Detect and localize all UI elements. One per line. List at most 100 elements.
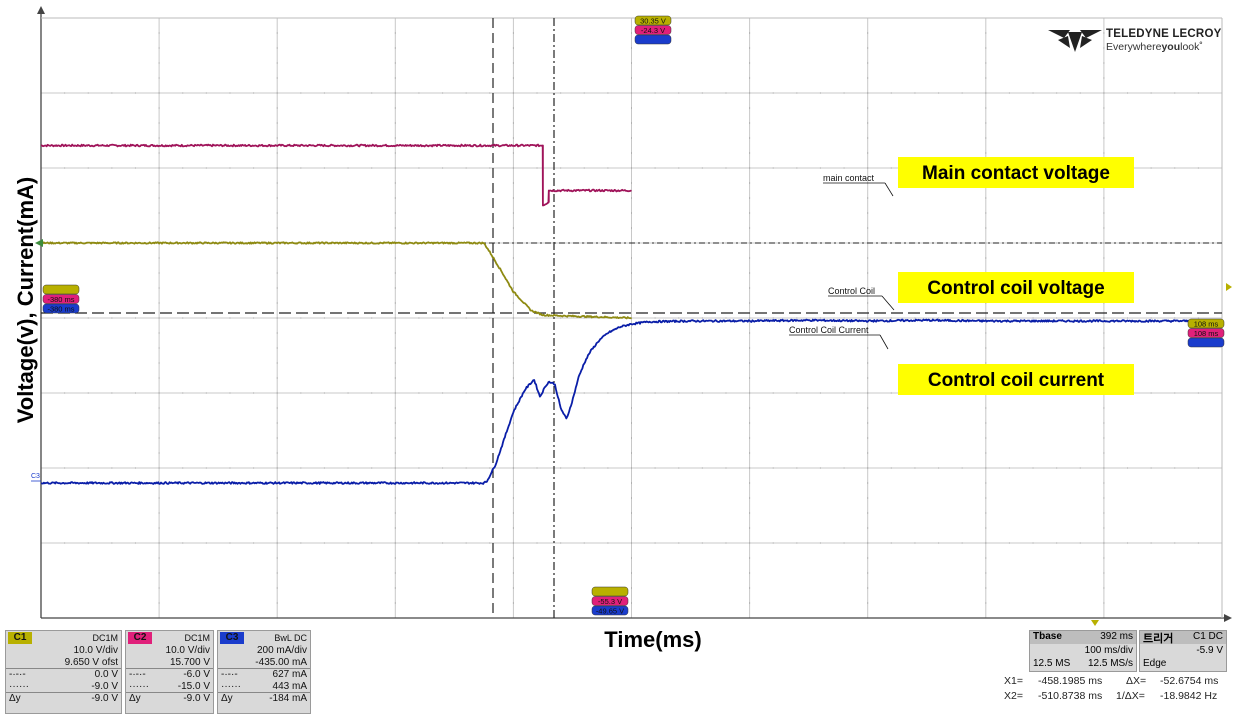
marker-tag: [1187, 328, 1225, 338]
grid-tick: [158, 257, 160, 259]
grid-tick: [158, 47, 160, 49]
grid-tick: [158, 317, 160, 319]
grid-tick: [985, 482, 987, 484]
grid-tick: [300, 392, 302, 394]
grid-tick: [867, 497, 869, 499]
grid-tick: [489, 392, 491, 394]
grid-tick: [1103, 212, 1105, 214]
grid-tick: [276, 32, 278, 34]
grid-tick: [512, 257, 514, 259]
grid-tick: [985, 317, 987, 319]
grid-tick: [87, 392, 89, 394]
grid-tick: [512, 497, 514, 499]
grid-tick: [158, 422, 160, 424]
grid-tick: [867, 437, 869, 439]
grid-tick: [985, 587, 987, 589]
grid-tick: [749, 227, 751, 229]
grid-tick: [985, 257, 987, 259]
grid-tick: [631, 422, 632, 424]
trigger-panel[interactable]: 트리거 C1 DC -5.9 V Edge: [1139, 630, 1227, 672]
cursor-dx-value: -52.6754 ms: [1160, 675, 1219, 687]
grid-tick: [1150, 92, 1152, 94]
grid-tick: [1174, 392, 1176, 394]
grid-tick: [701, 167, 703, 169]
grid-tick: [229, 317, 231, 319]
channel-row: 9.650 V ofst: [6, 657, 121, 669]
grid-tick: [158, 302, 160, 304]
grid-tick: [1103, 407, 1105, 409]
grid-tick: [276, 152, 278, 154]
grid-tick: [583, 317, 585, 319]
grid-tick: [276, 302, 278, 304]
marker-tag: [591, 596, 629, 606]
channel-panel-c3[interactable]: C3 BwL DC 200 mA/div -435.00 mA -·-·- 627 mA ·…: [217, 630, 311, 714]
channel-panel-c1[interactable]: C1 DC1M 10.0 V/div 9.650 V ofst -·-·- 0.0 V ··…: [5, 630, 122, 714]
grid-tick: [465, 467, 467, 469]
grid-tick: [512, 602, 514, 604]
cursor-x2-label: X2=: [1004, 690, 1023, 702]
grid-tick: [371, 317, 373, 319]
grid-tick: [87, 542, 89, 544]
channel-row-key: ······: [129, 680, 149, 692]
grid-tick: [985, 407, 987, 409]
grid-tick: [253, 392, 255, 394]
grid-tick: [276, 587, 278, 589]
x-axis-arrow: [1224, 614, 1232, 622]
grid-tick: [465, 317, 467, 319]
y-axis-label: Voltage(v), Current(mA): [13, 177, 38, 424]
grid-tick: [134, 392, 136, 394]
grid-tick: [158, 557, 160, 559]
grid-tick: [158, 152, 160, 154]
channel-header: C2 DC1M: [126, 631, 213, 645]
grid-tick: [394, 587, 396, 589]
timebase-label: Tbase: [1033, 631, 1062, 642]
grid-tick: [1103, 257, 1105, 259]
annotation-text: Control coil current: [928, 370, 1105, 391]
grid-tick: [1103, 572, 1105, 574]
grid-tick: [654, 317, 656, 319]
grid-tick: [512, 212, 514, 214]
grid-tick: [985, 242, 987, 244]
y-axis-arrow: [37, 6, 45, 14]
grid-tick: [1150, 467, 1152, 469]
grid-tick: [442, 392, 444, 394]
grid-tick: [347, 92, 349, 94]
channel-badge: C3: [220, 632, 244, 644]
grid-tick: [158, 587, 160, 589]
grid-tick: [182, 317, 184, 319]
grid-tick: [1103, 422, 1105, 424]
grid-tick: [394, 527, 396, 529]
channel-row-key: Δy: [9, 693, 21, 704]
grid-tick: [749, 377, 751, 379]
grid-tick: [607, 392, 609, 394]
grid-tick: [1197, 467, 1199, 469]
channel-panel-c2[interactable]: C2 DC1M 10.0 V/div 15.700 V -·-·- -6.0 V ·····…: [125, 630, 214, 714]
grid-tick: [1103, 122, 1105, 124]
trace-label-control-coil-current: Control Coil Current: [789, 325, 869, 335]
grid-tick: [1079, 542, 1081, 544]
grid-tick: [631, 467, 632, 469]
grid-tick: [1127, 242, 1129, 244]
grid-tick: [512, 527, 514, 529]
timebase-panel[interactable]: Tbase 392 ms 100 ms/div 12.5 MS 12.5 MS/…: [1029, 630, 1137, 672]
grid-tick: [1103, 227, 1105, 229]
grid-tick: [867, 77, 869, 79]
grid-tick: [489, 92, 491, 94]
grid-tick: [678, 542, 680, 544]
grid-tick: [914, 542, 916, 544]
grid-tick: [394, 497, 396, 499]
timebase-value: 392 ms: [1100, 631, 1133, 642]
grid-tick: [1008, 542, 1010, 544]
grid-tick: [867, 107, 869, 109]
grid-tick: [394, 437, 396, 439]
grid-tick: [654, 542, 656, 544]
grid-tick: [1174, 92, 1176, 94]
grid-tick: [985, 332, 987, 334]
grid-tick: [985, 602, 987, 604]
grid-tick: [1103, 317, 1105, 319]
grid-tick: [631, 227, 632, 229]
grid-tick: [1127, 317, 1129, 319]
grid-tick: [134, 92, 136, 94]
grid-tick: [87, 467, 89, 469]
grid-tick: [442, 542, 444, 544]
